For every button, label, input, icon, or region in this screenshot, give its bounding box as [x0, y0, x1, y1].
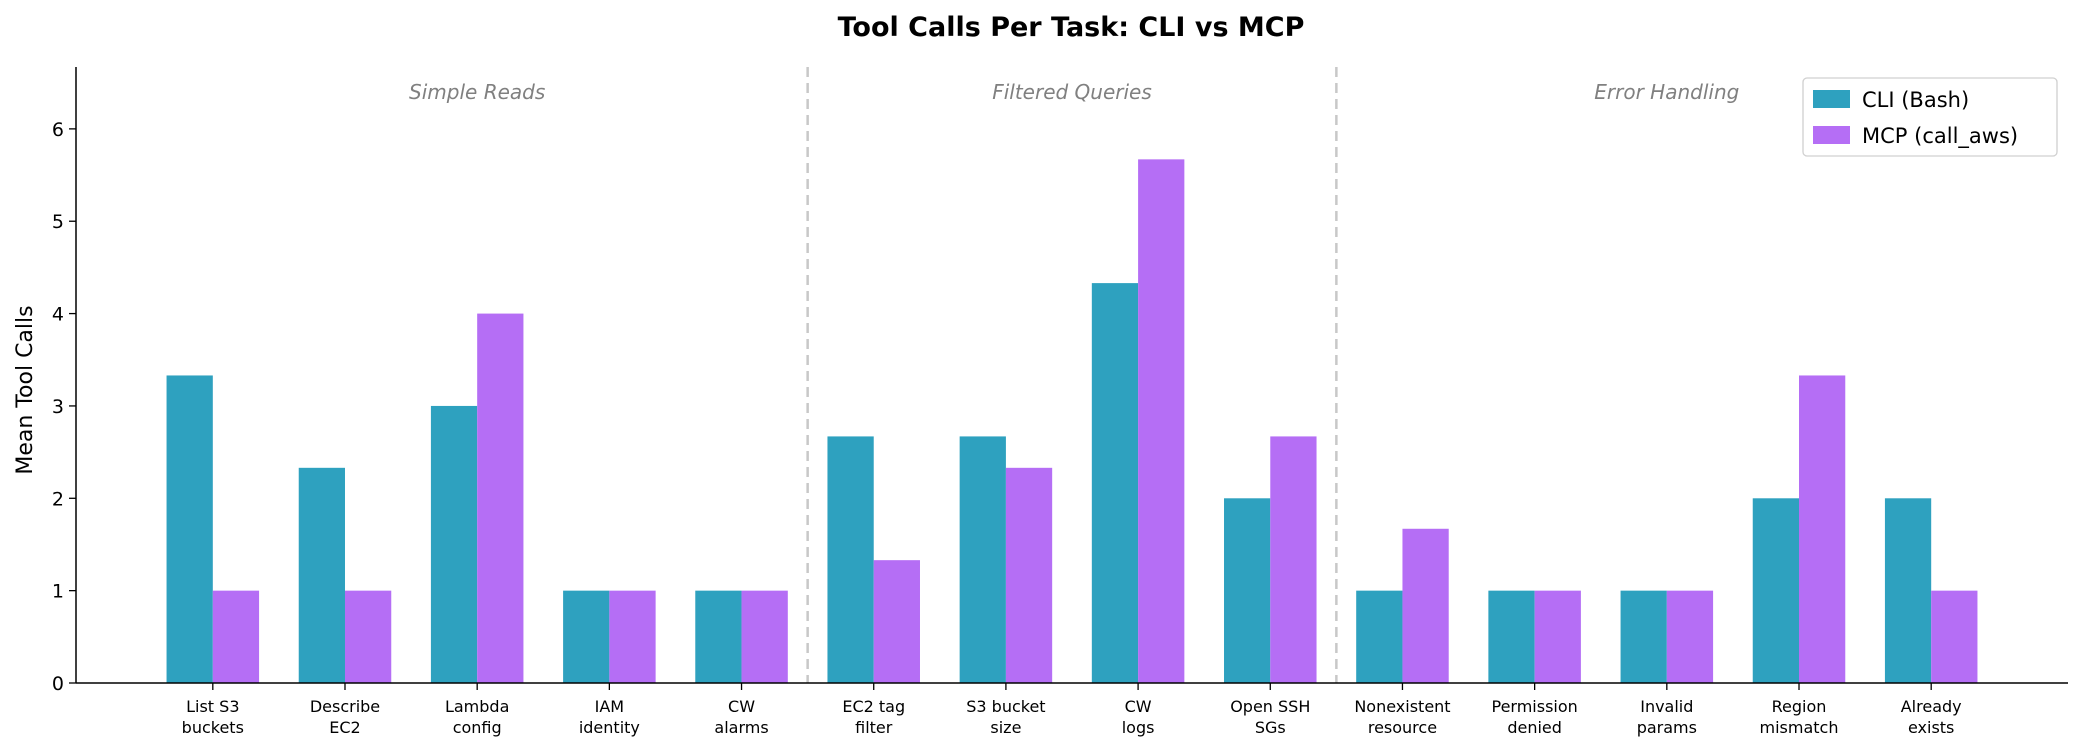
- bar-cli: [298, 467, 345, 683]
- x-tick-label: S3 bucket: [966, 697, 1045, 716]
- bar-cli: [1884, 498, 1932, 683]
- bar-cli: [1620, 590, 1667, 683]
- x-tick-label: List S3: [186, 697, 239, 716]
- x-tick-label: config: [453, 718, 502, 737]
- group-label: Filtered Queries: [992, 80, 1152, 104]
- bar-mcp: [1402, 528, 1449, 683]
- bar-mcp: [1005, 467, 1053, 683]
- bar-mcp: [609, 590, 656, 683]
- bar-cli: [1488, 590, 1535, 683]
- x-tick-label: IAM: [595, 697, 624, 716]
- y-tick-label: 4: [52, 304, 64, 326]
- bar-cli: [695, 590, 742, 683]
- x-tick-label: mismatch: [1760, 718, 1839, 737]
- x-tick-label: exists: [1908, 718, 1954, 737]
- bar-mcp: [741, 590, 788, 683]
- x-tick-label: CW: [728, 697, 755, 716]
- x-tick-label: buckets: [182, 718, 244, 737]
- x-tick-label: Invalid: [1640, 697, 1693, 716]
- bar-cli: [827, 436, 874, 683]
- x-tick-label: Region: [1772, 697, 1827, 716]
- bar-mcp: [212, 590, 260, 683]
- x-tick-label: resource: [1368, 718, 1437, 737]
- bar-mcp: [344, 590, 392, 683]
- x-tick-label: Already: [1901, 697, 1962, 716]
- bar-mcp: [1799, 375, 1846, 683]
- bar-mcp: [1931, 590, 1978, 683]
- legend-swatch: [1813, 126, 1850, 144]
- x-tick-label: CW: [1125, 697, 1152, 716]
- x-tick-label: EC2: [329, 718, 360, 737]
- bar-mcp: [477, 313, 524, 683]
- legend-swatch: [1813, 90, 1850, 108]
- x-tick-label: Describe: [310, 697, 380, 716]
- y-tick-label: 6: [52, 119, 64, 141]
- bar-mcp: [873, 560, 920, 683]
- x-tick-label: Lambda: [445, 697, 509, 716]
- y-tick-label: 2: [52, 488, 64, 510]
- x-tick-label: logs: [1122, 718, 1155, 737]
- bar-cli: [1224, 498, 1271, 683]
- x-tick-label: Permission: [1491, 697, 1577, 716]
- bar-cli: [166, 375, 213, 683]
- x-tick-label: params: [1637, 718, 1697, 737]
- x-tick-label: Open SSH: [1230, 697, 1310, 716]
- bar-mcp: [1666, 590, 1714, 683]
- x-tick-label: Nonexistent: [1354, 697, 1450, 716]
- y-tick-label: 1: [52, 581, 64, 603]
- x-tick-label: size: [990, 718, 1021, 737]
- chart-title: Tool Calls Per Task: CLI vs MCP: [838, 12, 1305, 43]
- legend-label: MCP (call_aws): [1862, 124, 2018, 149]
- legend: [1802, 77, 2058, 157]
- group-label: Error Handling: [1594, 80, 1739, 104]
- x-tick-label: alarms: [714, 718, 768, 737]
- y-tick-label: 0: [52, 673, 64, 695]
- x-tick-label: EC2 tag: [842, 697, 905, 716]
- bar-cli: [1356, 590, 1403, 683]
- y-axis-label: Mean Tool Calls: [13, 305, 38, 474]
- bar-mcp: [1138, 159, 1185, 683]
- bar-cli: [959, 436, 1006, 683]
- x-tick-label: denied: [1507, 718, 1562, 737]
- y-tick-label: 3: [52, 396, 64, 418]
- bar-cli: [430, 405, 478, 683]
- y-tick-label: 5: [52, 211, 64, 233]
- x-tick-label: filter: [855, 718, 893, 737]
- group-label: Simple Reads: [409, 80, 545, 104]
- bar-mcp: [1534, 590, 1581, 683]
- bar-cli: [1752, 498, 1800, 683]
- bar-cli: [1091, 283, 1139, 683]
- bar-cli: [563, 590, 610, 683]
- x-tick-label: SGs: [1255, 718, 1286, 737]
- legend-label: CLI (Bash): [1862, 88, 1969, 112]
- bar-mcp: [1270, 436, 1317, 683]
- x-tick-label: identity: [579, 718, 640, 737]
